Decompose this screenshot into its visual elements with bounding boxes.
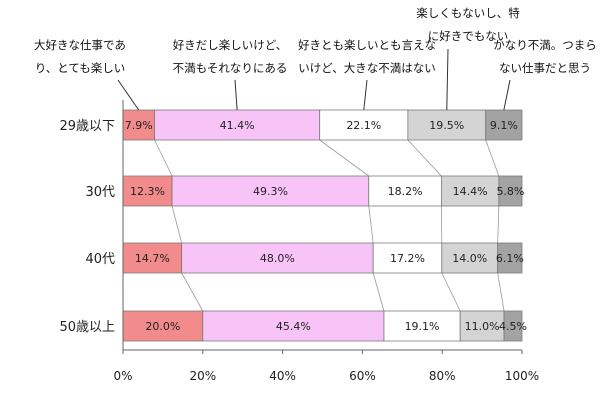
bar-segments: 7.9% 41.4% 22.1% 19.5% 9.1% 12.3% 49.3% 18.2% 14… xyxy=(122,109,527,342)
legend-leader-line xyxy=(446,48,449,111)
data-label: 41.4% xyxy=(220,119,255,132)
data-label: 20.0% xyxy=(145,320,180,333)
legend-callout-text: 不満もそれなりにある xyxy=(173,61,288,75)
bar-segment xyxy=(503,310,523,342)
bar-segment xyxy=(368,175,442,207)
bar-segment xyxy=(181,242,374,274)
data-label: 18.2% xyxy=(388,185,423,198)
data-label: 19.1% xyxy=(405,320,440,333)
axes: 29歳以下 30代 40代 50歳以上 0% 20% 40% 60% 80% 100% xyxy=(59,100,539,383)
x-tick-label: 100% xyxy=(505,369,539,383)
bar-segment xyxy=(154,109,321,141)
series-connector-line xyxy=(181,272,204,312)
data-label: 19.5% xyxy=(429,119,464,132)
data-label: 11.0% xyxy=(465,320,500,333)
data-label: 4.5% xyxy=(499,320,527,333)
data-label: 7.9% xyxy=(125,119,153,132)
data-label: 12.3% xyxy=(130,185,165,198)
legend-callout-text: かなり不満。つまら xyxy=(493,38,597,52)
legend-leader-line xyxy=(234,79,238,111)
bar-segment xyxy=(202,310,385,342)
data-label: 6.1% xyxy=(496,252,524,265)
data-label: 17.2% xyxy=(390,252,425,265)
legend-leader-line xyxy=(117,79,140,111)
series-connector-line xyxy=(154,139,173,177)
legend-callout-text: り、とても楽しい xyxy=(35,61,126,75)
bar-segment xyxy=(441,175,500,207)
series-connector-line xyxy=(171,205,183,244)
legend-callout-text: 大好きな仕事であ xyxy=(34,38,126,52)
x-tick-label: 0% xyxy=(113,369,132,383)
legend-leader-line xyxy=(503,79,511,111)
bar-segment xyxy=(441,242,499,274)
x-tick-label: 60% xyxy=(349,369,376,383)
series-connector-lines xyxy=(154,139,505,312)
legend-callout-text: いけど、大きな不満はない xyxy=(298,61,435,75)
series-connector-line xyxy=(497,205,500,244)
category-label: 29歳以下 xyxy=(59,119,115,134)
data-label: 14.0% xyxy=(452,252,487,265)
data-label: 5.8% xyxy=(496,185,524,198)
data-label: 14.4% xyxy=(453,185,488,198)
bar-segment xyxy=(497,242,523,274)
series-connector-line xyxy=(319,139,370,177)
legend-callout-text: に好きでもない xyxy=(428,29,509,43)
legend-callout-text: ない仕事だと思う xyxy=(499,61,591,75)
legend-callout-text: 楽しくもないし、特 xyxy=(416,6,520,20)
series-connector-line xyxy=(407,139,442,177)
legend-callout-text: 好きとも楽しいとも言えな xyxy=(298,38,436,52)
x-tick-label: 20% xyxy=(189,369,216,383)
data-label: 45.4% xyxy=(276,320,311,333)
x-tick-label: 40% xyxy=(269,369,296,383)
data-label: 22.1% xyxy=(346,119,381,132)
category-label: 50歳以上 xyxy=(59,320,115,335)
data-label: 49.3% xyxy=(253,185,288,198)
legend-callout-text: 好きだし楽しいけど、 xyxy=(173,38,287,52)
x-tick-label: 80% xyxy=(429,369,456,383)
bar-segment xyxy=(498,175,523,207)
category-label: 30代 xyxy=(85,185,115,200)
series-connector-line xyxy=(368,205,374,244)
data-label: 14.7% xyxy=(135,252,170,265)
category-label: 40代 xyxy=(85,252,115,267)
bar-segment xyxy=(459,310,505,342)
series-connector-line xyxy=(485,139,500,177)
bar-segment xyxy=(122,310,204,342)
series-connector-line xyxy=(372,272,385,312)
bar-segment xyxy=(485,109,523,141)
bar-segment xyxy=(372,242,443,274)
bar-segment xyxy=(383,310,461,342)
legend-leader-line xyxy=(363,79,368,111)
data-label: 9.1% xyxy=(490,119,518,132)
data-label: 48.0% xyxy=(260,252,295,265)
series-connector-line xyxy=(441,272,461,312)
bar-segment xyxy=(171,175,370,207)
series-connector-line xyxy=(497,272,505,312)
